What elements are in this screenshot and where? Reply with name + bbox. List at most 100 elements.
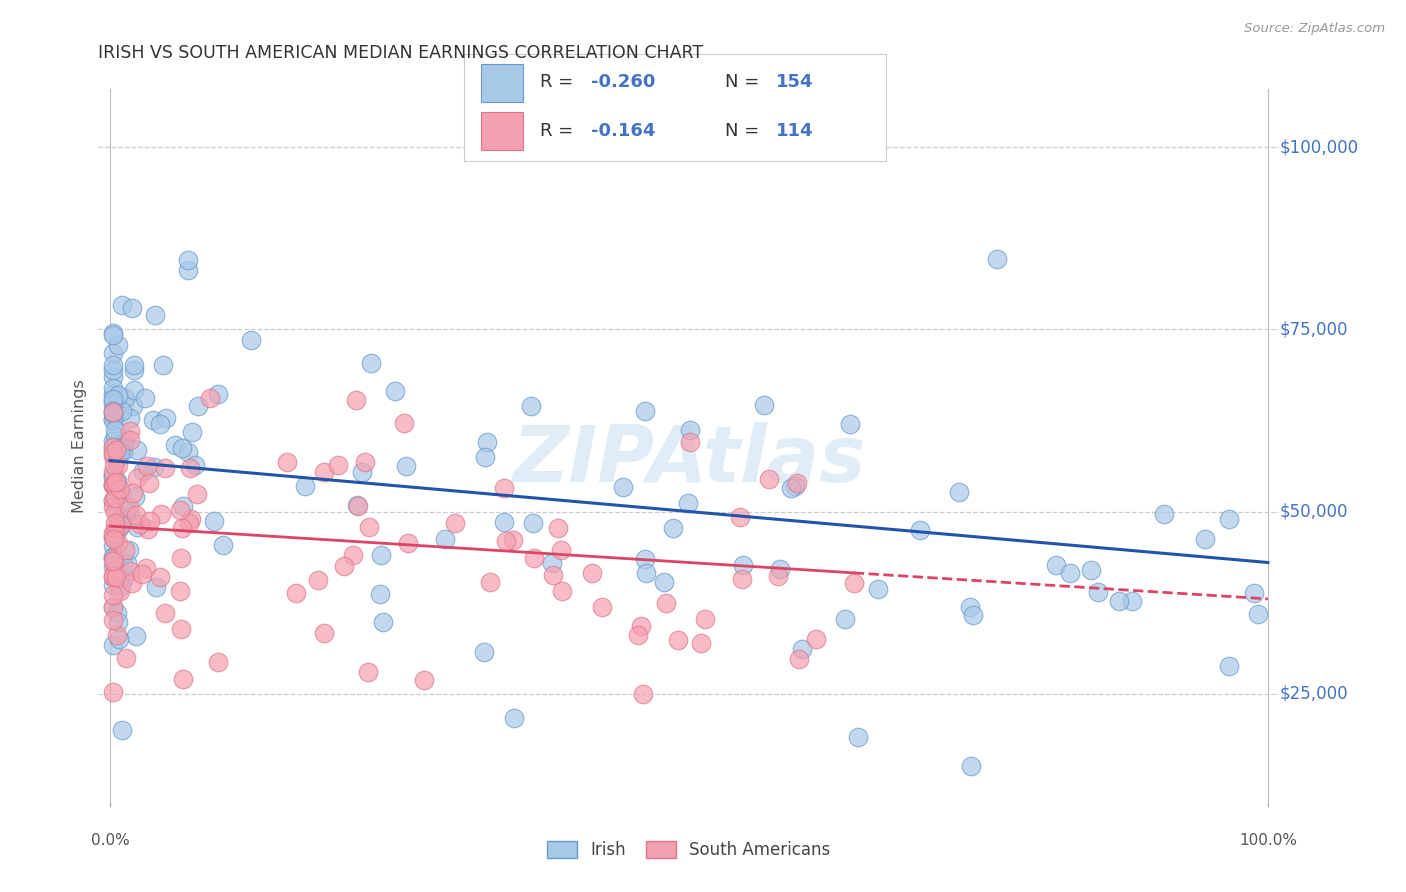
Point [122, 486, 145, 500]
Point [103, 569, 125, 583]
Point [108, 513, 131, 527]
Point [103, 446, 125, 460]
Point [103, 533, 125, 547]
Point [395, 458, 418, 473]
Point [108, 439, 131, 453]
Point [354, 455, 377, 469]
Point [731, 572, 754, 586]
Point [118, 433, 141, 447]
Point [135, 561, 157, 575]
Point [104, 563, 127, 577]
Point [131, 566, 153, 581]
Text: N =: N = [725, 121, 765, 139]
Point [359, 520, 381, 534]
Point [111, 298, 134, 312]
Point [690, 636, 713, 650]
Point [478, 575, 501, 590]
Point [200, 392, 222, 406]
Point [112, 444, 135, 458]
Point [103, 443, 125, 458]
Bar [481, 112, 523, 150]
Point [103, 411, 125, 425]
Point [477, 435, 499, 450]
Point [104, 442, 127, 457]
Point [541, 567, 564, 582]
Point [103, 458, 125, 473]
Point [120, 410, 142, 425]
Point [581, 566, 603, 581]
Point [730, 510, 752, 524]
Y-axis label: Median Earnings: Median Earnings [72, 379, 87, 513]
Point [207, 387, 229, 401]
Point [591, 600, 613, 615]
Point [187, 399, 209, 413]
Point [121, 576, 143, 591]
Point [139, 515, 162, 529]
Point [523, 550, 546, 565]
Point [634, 403, 657, 417]
Point [103, 613, 125, 627]
Text: 100.0%: 100.0% [1239, 833, 1296, 848]
Text: 0.0%: 0.0% [90, 833, 129, 848]
Point [149, 570, 172, 584]
Point [118, 508, 141, 523]
Point [842, 576, 865, 591]
Point [107, 615, 129, 630]
Point [474, 645, 496, 659]
Point [152, 358, 174, 372]
Point [103, 477, 125, 491]
Point [834, 612, 856, 626]
Point [169, 583, 191, 598]
Point [110, 579, 132, 593]
Point [960, 759, 983, 773]
Text: $50,000: $50,000 [1279, 502, 1348, 521]
Point [111, 723, 134, 738]
Point [634, 551, 657, 566]
Point [676, 495, 699, 509]
Point [105, 474, 128, 488]
Point [373, 615, 395, 629]
Point [110, 516, 132, 530]
Point [103, 404, 125, 418]
Point [170, 521, 193, 535]
Point [503, 711, 526, 725]
Point [103, 441, 125, 455]
Point [114, 542, 136, 557]
Point [655, 596, 678, 610]
Point [522, 516, 544, 530]
Point [804, 632, 827, 647]
Point [110, 486, 132, 500]
Text: IRISH VS SOUTH AMERICAN MEDIAN EARNINGS CORRELATION CHART: IRISH VS SOUTH AMERICAN MEDIAN EARNINGS … [98, 45, 703, 62]
Point [111, 404, 134, 418]
Point [276, 455, 298, 469]
Point [207, 655, 229, 669]
Point [1218, 512, 1240, 526]
Point [312, 465, 335, 479]
Point [104, 521, 127, 535]
Point [103, 551, 125, 566]
Point [103, 539, 125, 553]
Point [668, 632, 690, 647]
Point [107, 458, 129, 473]
Point [121, 301, 143, 316]
Point [104, 491, 127, 506]
Point [103, 569, 125, 583]
Point [347, 500, 370, 514]
Point [108, 583, 131, 598]
Point [986, 252, 1008, 266]
Point [103, 406, 125, 420]
Point [212, 538, 235, 552]
Point [180, 512, 202, 526]
Point [790, 641, 813, 656]
Point [125, 520, 148, 534]
Point [307, 573, 329, 587]
Point [370, 548, 392, 562]
Point [344, 393, 367, 408]
Point [627, 628, 650, 642]
Point [103, 328, 125, 343]
Point [103, 494, 125, 508]
Point [124, 490, 146, 504]
Point [103, 413, 125, 427]
Point [112, 571, 135, 585]
Point [108, 520, 131, 534]
